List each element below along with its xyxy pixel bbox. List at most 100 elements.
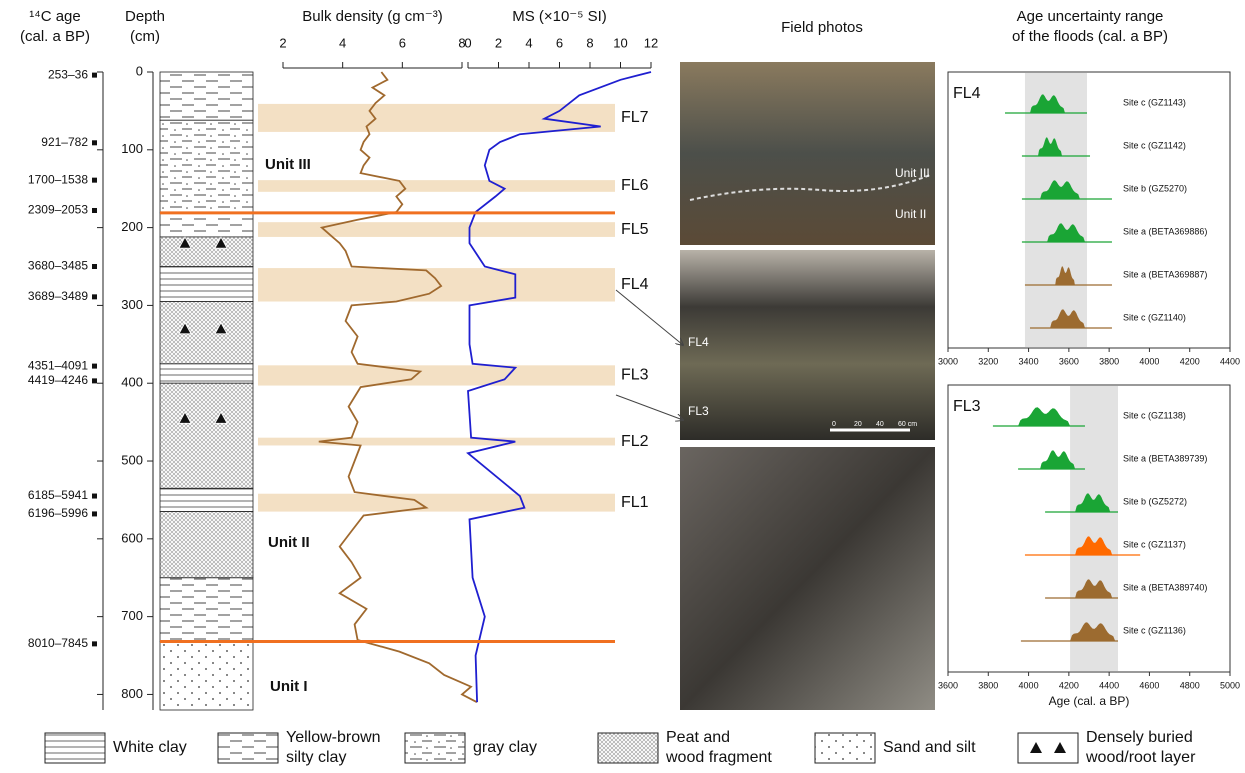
column-header: ¹⁴C age	[29, 8, 80, 25]
arrow	[616, 290, 683, 345]
photo-label: FL3	[688, 404, 709, 418]
flood-label: FL3	[621, 367, 649, 384]
curve-tick-label: 10	[613, 35, 627, 50]
legend-label: White clay	[113, 739, 187, 756]
figure: Field photos Unit III Unit II FL4 FL3 ¹⁴…	[0, 0, 1245, 773]
curve-tick-label: 4	[525, 35, 532, 50]
depth-tick-label: 400	[121, 375, 143, 390]
panel-tick-label: 3000	[938, 356, 958, 366]
legend-swatch	[218, 733, 278, 763]
curve-tick-label: 8	[586, 35, 593, 50]
panel-tick-label: 3600	[1059, 356, 1079, 366]
age-label: 4351–4091	[28, 358, 88, 372]
site-name: Site c (GZ1137)	[1123, 539, 1186, 549]
panel-label: FL3	[953, 398, 981, 415]
photo-scale-label: 40	[876, 421, 884, 428]
flood-band	[258, 365, 615, 385]
age-sample	[92, 264, 97, 269]
flood-band	[258, 268, 615, 301]
photo-scale-label: 60 cm	[898, 421, 917, 428]
legend-label: Peat and	[666, 729, 730, 746]
age-band	[1070, 386, 1118, 671]
lithology-layer	[160, 383, 253, 488]
lithology-layer	[160, 488, 253, 511]
depth-tick-label: 200	[121, 219, 143, 234]
age-label: 8010–7845	[28, 636, 88, 650]
unit-label: Unit II	[268, 534, 310, 551]
age-label: 921–782	[41, 135, 88, 149]
photo-label: Unit II	[895, 207, 926, 221]
site-name: Site a (BETA389739)	[1123, 453, 1207, 463]
flood-band	[258, 494, 615, 512]
panel-tick-label: 4400	[1099, 680, 1119, 690]
site-name: Site a (BETA369887)	[1123, 269, 1207, 279]
depth-tick-label: 600	[121, 530, 143, 545]
panel-tick-label: 4800	[1180, 680, 1200, 690]
legend-swatch	[405, 733, 465, 763]
panel-tick-label: 3200	[978, 356, 998, 366]
unit-label: Unit III	[265, 156, 311, 173]
age-label: 4419–4246	[28, 373, 88, 387]
legend-swatch	[1018, 733, 1078, 763]
age-sample	[92, 140, 97, 145]
legend-swatch	[815, 733, 875, 763]
column-header: Age uncertainty range	[1017, 8, 1164, 25]
age-sample	[92, 378, 97, 383]
flood-label: FL4	[621, 276, 649, 293]
curve-tick-label: 2	[495, 35, 502, 50]
site-name: Site a (BETA389740)	[1123, 582, 1207, 592]
age-sample	[92, 511, 97, 516]
panel-frame	[948, 72, 1230, 348]
legend-label: wood fragment	[665, 749, 772, 766]
age-label: 1700–1538	[28, 172, 88, 186]
panel-tick-label: 4200	[1059, 680, 1079, 690]
panel-tick-label: 5000	[1220, 680, 1240, 690]
age-label: 6196–5996	[28, 506, 88, 520]
depth-tick-label: 800	[121, 686, 143, 701]
photo-scale-label: 0	[832, 421, 836, 428]
panel-tick-label: 3800	[978, 680, 998, 690]
panel-tick-label: 4600	[1139, 680, 1159, 690]
legend-label: Densely buried	[1086, 729, 1193, 746]
panel-tick-label: 4400	[1220, 356, 1240, 366]
photos-title: Field photos	[781, 19, 863, 36]
curve-tick-label: 0	[464, 35, 471, 50]
page: Field photos Unit III Unit II FL4 FL3 ¹⁴…	[0, 0, 1245, 773]
legend-label: Sand and silt	[883, 739, 976, 756]
curve	[319, 72, 477, 702]
curve-tick-label: 4	[339, 35, 346, 50]
age-sample	[92, 208, 97, 213]
age-sample	[92, 73, 97, 78]
depth-tick-label: 500	[121, 452, 143, 467]
flood-band	[258, 222, 615, 237]
photo	[680, 447, 935, 710]
panel-tick-label: 3600	[938, 680, 958, 690]
flood-label: FL6	[621, 177, 649, 194]
age-label: 2309–2053	[28, 203, 88, 217]
depth-tick-label: 100	[121, 141, 143, 156]
legend-swatch	[45, 733, 105, 763]
arrow	[616, 395, 683, 420]
depth-tick-label: 300	[121, 297, 143, 312]
flood-band	[258, 104, 615, 132]
panel-label: FL4	[953, 85, 981, 102]
age-sample	[92, 294, 97, 299]
photo-scale-label: 20	[854, 421, 862, 428]
age-band	[1025, 73, 1087, 347]
site-name: Site c (GZ1143)	[1123, 97, 1186, 107]
site-name: Site a (BETA369886)	[1123, 226, 1207, 236]
site-name: Site b (GZ5272)	[1123, 496, 1187, 506]
flood-band	[258, 180, 615, 192]
legend-label: wood/root layer	[1085, 749, 1196, 766]
site-name: Site c (GZ1140)	[1123, 312, 1186, 322]
panel-tick-label: 3400	[1019, 356, 1039, 366]
flood-band	[258, 438, 615, 446]
age-label: 3680–3485	[28, 259, 88, 273]
site-name: Site c (GZ1138)	[1123, 410, 1186, 420]
panel-x-label: Age (cal. a BP)	[1049, 694, 1130, 708]
photo	[680, 250, 935, 440]
photo-label: Unit III	[895, 166, 930, 180]
curve-title: MS (×10⁻⁵ SI)	[512, 8, 607, 25]
panel-tick-label: 3800	[1099, 356, 1119, 366]
depth-tick-label: 0	[136, 63, 143, 78]
